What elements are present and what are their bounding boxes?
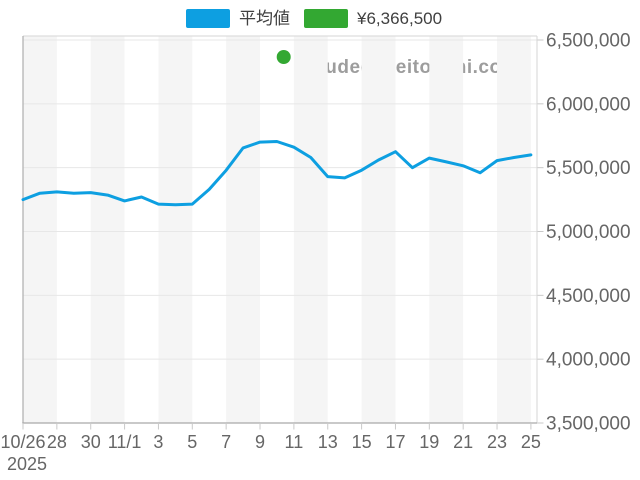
x-axis-label: 25	[521, 432, 541, 452]
x-axis-label: 9	[255, 432, 265, 452]
x-axis-label: 28	[47, 432, 67, 452]
legend-label-average: 平均値	[239, 9, 290, 28]
x-axis-label: 10/26	[0, 432, 45, 452]
x-axis-label: 23	[487, 432, 507, 452]
plot-band	[23, 36, 57, 423]
legend-swatch-average	[186, 9, 230, 28]
x-axis-label: 5	[187, 432, 197, 452]
x-axis-label: 13	[318, 432, 338, 452]
x-axis-label: 30	[81, 432, 101, 452]
y-axis-label: 3,500,000	[546, 414, 631, 435]
y-axis-label: 5,500,000	[546, 158, 631, 179]
x-axis-label: 17	[385, 432, 405, 452]
plot-band	[226, 36, 261, 423]
plot-band	[293, 36, 328, 423]
legend-label-sold-price: ¥6,366,500	[357, 9, 443, 28]
x-axis-label: 11/1	[108, 432, 142, 452]
sold-price-point	[276, 50, 291, 64]
plot-band	[158, 36, 193, 423]
series-line-average	[21, 140, 533, 207]
plot-band	[497, 36, 531, 423]
x-axis-label: 21	[453, 432, 473, 452]
x-axis-label: 19	[419, 432, 439, 452]
x-axis-label: 15	[352, 432, 372, 452]
plot-band	[361, 36, 396, 423]
plot-band	[429, 36, 464, 423]
y-axis-label: 4,000,000	[546, 350, 631, 371]
y-axis-label: 6,500,000	[546, 31, 631, 52]
y-axis-label: 6,000,000	[546, 94, 631, 115]
chart-legend: 平均値 ¥6,366,500	[186, 8, 442, 29]
x-axis-label: 3	[153, 432, 163, 452]
x-axis-label: 11	[285, 432, 304, 452]
y-axis-label: 4,500,000	[546, 286, 631, 307]
legend-item-average[interactable]: 平均値	[186, 8, 290, 29]
plot-band	[90, 36, 125, 423]
legend-swatch-sold-price	[304, 9, 348, 28]
y-axis-label: 5,000,000	[546, 222, 631, 243]
legend-item-sold-price[interactable]: ¥6,366,500	[304, 8, 442, 29]
x-axis-year-label: 2025	[7, 454, 47, 474]
x-axis-label: 7	[221, 432, 231, 452]
